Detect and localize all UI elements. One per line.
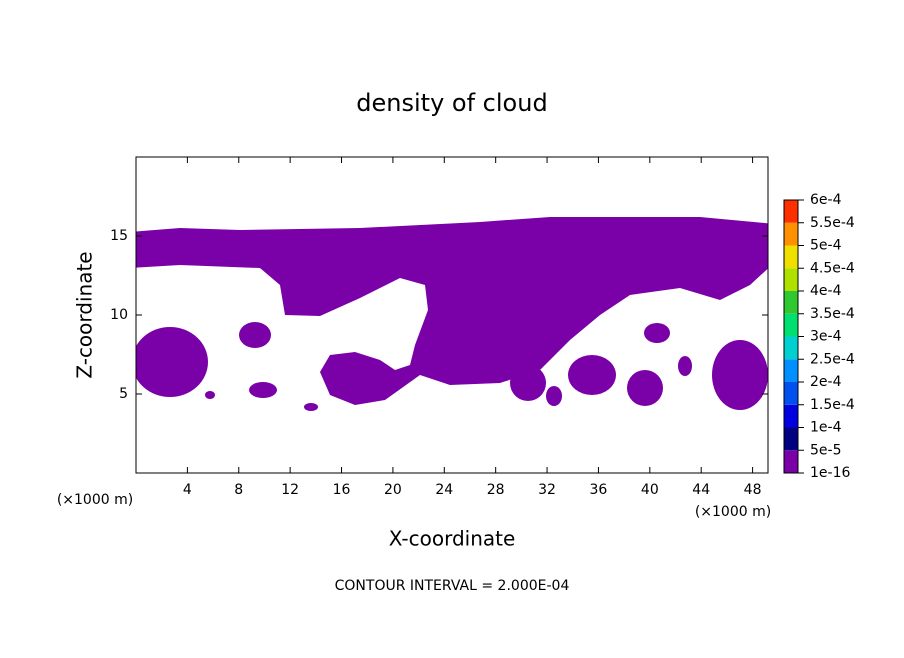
contour-region [205,391,215,399]
colorbar-band [784,222,798,246]
colorbar-band [784,200,798,223]
colorbar-band [784,359,798,382]
colorbar-band [784,404,798,428]
colorbar-band [784,450,798,473]
contour-field [136,217,768,411]
contour-region [627,370,663,406]
contour-region [239,322,271,348]
x-tick-label: 24 [435,482,453,498]
x-tick-label: 40 [641,482,659,498]
x-tick-label: 4 [183,482,192,498]
x-tick-label: 12 [281,482,299,498]
contour-region [546,386,562,406]
colorbar-label: 4.5e-4 [810,260,855,276]
contour-region [568,355,616,395]
colorbar-label: 1e-16 [810,465,850,481]
colorbar-label: 6e-4 [810,192,842,208]
contour-region [304,403,318,411]
colorbar-band [784,382,798,405]
colorbar-label: 5.5e-4 [810,215,855,231]
x-tick-label: 28 [487,482,505,498]
colorbar-label: 4e-4 [810,283,842,299]
x-tick-label: 32 [538,482,556,498]
x-tick-label: 16 [333,482,351,498]
chart-title: density of cloud [356,89,547,117]
y-tick-label: 15 [110,228,128,244]
colorbar-label: 2.5e-4 [810,351,855,367]
colorbar-band [784,427,798,451]
y-tick-label: 10 [110,307,128,323]
colorbar-label: 1.5e-4 [810,397,855,413]
y-axis-label: Z-coordinate [73,251,97,378]
y-tick-label: 5 [119,386,128,402]
colorbar-label: 2e-4 [810,374,842,390]
colorbar-label: 5e-4 [810,238,842,254]
colorbar-band [784,291,798,314]
contour-region [678,356,692,376]
contour-region [136,217,768,405]
x-tick-label: 44 [692,482,710,498]
contour-region [136,327,208,397]
z-unit-label: (×1000 m) [57,492,133,508]
contour-region [249,382,277,398]
x-tick-label: 48 [744,482,762,498]
x-tick-label: 20 [384,482,402,498]
x-tick-label: 36 [590,482,608,498]
x-unit-label: (×1000 m) [695,504,771,520]
annotation: CONTOUR INTERVAL = 2.000E-04 [335,578,570,594]
contour-region [712,340,768,410]
contour-region [644,323,670,343]
x-axis-label: X-coordinate [389,527,516,551]
colorbar-band [784,245,798,269]
contour-region [510,365,546,401]
colorbar-label: 5e-5 [810,442,841,458]
colorbar-label: 3.5e-4 [810,306,855,322]
colorbar-label: 1e-4 [810,420,842,436]
colorbar-band [784,336,798,360]
colorbar-band [784,268,798,291]
colorbar-label: 3e-4 [810,329,842,345]
colorbar-band [784,313,798,337]
x-tick-label: 8 [234,482,243,498]
